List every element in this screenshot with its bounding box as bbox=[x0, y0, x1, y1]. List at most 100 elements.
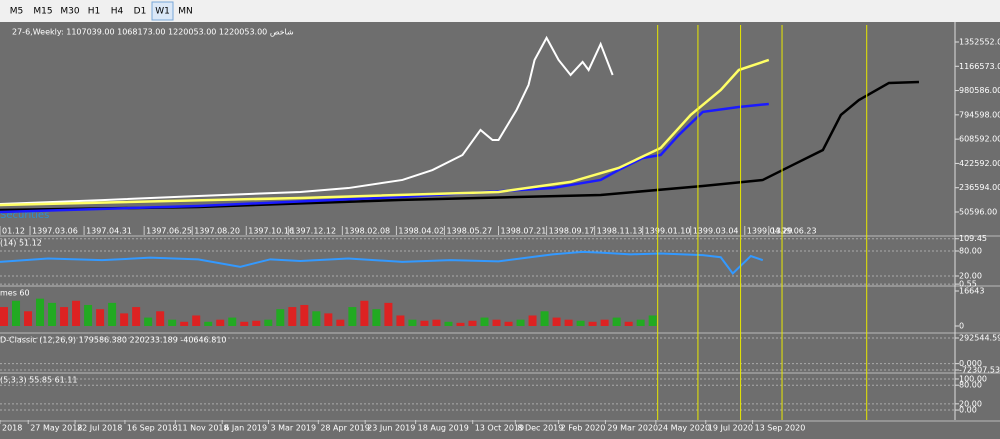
volume-bar bbox=[168, 319, 177, 327]
timeframe-button[interactable] bbox=[175, 2, 196, 20]
volume-bar bbox=[96, 309, 105, 327]
date-label: 1399.06.23 bbox=[771, 227, 817, 236]
volume-bar bbox=[348, 307, 357, 327]
price-line bbox=[0, 35, 614, 205]
volume-bar bbox=[36, 298, 45, 327]
timeframe-label[interactable]: D1 bbox=[134, 7, 147, 17]
y-tick-label: 0.00 bbox=[959, 406, 977, 415]
y-tick-label: 794598.00 bbox=[959, 110, 1000, 119]
volume-bar bbox=[84, 304, 93, 327]
timeframe-button[interactable] bbox=[106, 2, 128, 20]
date-label: 27 May 2018 bbox=[30, 424, 82, 433]
volume-bar bbox=[528, 315, 537, 327]
indicator-label: mes 60 bbox=[0, 289, 30, 298]
date-label: 3 Mar 2019 bbox=[270, 424, 316, 433]
date-label: 19 Jul 2020 bbox=[708, 424, 753, 433]
volume-bar bbox=[516, 319, 525, 327]
price-line bbox=[0, 58, 770, 207]
date-label: 1397.08.20 bbox=[194, 227, 240, 236]
date-label: 1398.05.27 bbox=[446, 227, 492, 236]
volume-bar bbox=[144, 317, 153, 327]
timeframe-label[interactable]: MN bbox=[178, 7, 193, 17]
chart-bg bbox=[0, 22, 1000, 435]
volume-bar bbox=[60, 307, 69, 327]
y-tick-label: 980586.00 bbox=[959, 86, 1000, 95]
volume-bar bbox=[240, 321, 249, 327]
date-label: 1397.03.06 bbox=[32, 227, 78, 236]
timeframe-label[interactable]: H1 bbox=[88, 7, 101, 17]
y-tick-label: 1352552.00 bbox=[959, 38, 1000, 47]
timeframe-button[interactable] bbox=[130, 2, 150, 20]
volume-bar bbox=[252, 320, 261, 327]
date-label: 13 Oct 2019 bbox=[475, 424, 524, 433]
date-label: 11 Nov 2018 bbox=[177, 424, 228, 433]
y-tick-label: 16643 bbox=[959, 286, 984, 295]
volume-bar bbox=[180, 321, 189, 327]
timeframe-label[interactable]: M30 bbox=[60, 7, 79, 17]
indicator-label: D-Classic (12,26,9) 179586.380 220233.18… bbox=[0, 336, 227, 345]
date-label: 6 Jan 2019 bbox=[224, 424, 267, 433]
volume-bar bbox=[288, 307, 297, 327]
volume-bar bbox=[636, 319, 645, 327]
date-label: 24 May 2020 bbox=[658, 424, 710, 433]
volume-bar bbox=[12, 300, 21, 327]
y-tick-label: 20.00 bbox=[959, 272, 982, 281]
y-tick-label: 109.45 bbox=[959, 234, 987, 243]
timeframe-button[interactable] bbox=[30, 2, 56, 20]
volume-bar bbox=[624, 321, 633, 327]
volume-bar bbox=[120, 313, 129, 327]
volume-bar bbox=[492, 319, 501, 327]
timeframe-button[interactable] bbox=[58, 2, 82, 20]
volume-bar bbox=[276, 309, 285, 327]
date-label: 1397.12.12 bbox=[290, 227, 336, 236]
date-label: 1399.03.04 bbox=[693, 227, 739, 236]
date-label: 1398.09.17 bbox=[549, 227, 595, 236]
date-label: 18 Aug 2019 bbox=[418, 424, 469, 433]
volume-bar bbox=[384, 302, 393, 327]
timeframe-label[interactable]: H4 bbox=[111, 7, 124, 17]
volume-bar bbox=[468, 320, 477, 327]
timeframe-label[interactable]: M15 bbox=[33, 7, 52, 17]
volume-bar bbox=[216, 319, 225, 327]
volume-bar bbox=[648, 315, 657, 327]
timeframe-button[interactable] bbox=[84, 2, 104, 20]
y-tick-label: 0.55 bbox=[959, 280, 977, 289]
watermark: Securities bbox=[0, 210, 49, 221]
date-label: 16 Sep 2018 bbox=[127, 424, 178, 433]
date-label: 1397.10.16 bbox=[248, 227, 294, 236]
y-tick-label: 1166573.00 bbox=[959, 62, 1000, 71]
volume-bar bbox=[108, 302, 117, 327]
volume-bar bbox=[408, 319, 417, 327]
volume-bar bbox=[456, 322, 465, 327]
timeframe-label[interactable]: M5 bbox=[10, 7, 24, 17]
volume-bar bbox=[612, 317, 621, 327]
volume-bar bbox=[312, 311, 321, 327]
date-label: 13 Sep 2020 bbox=[755, 424, 806, 433]
volume-bar bbox=[324, 313, 333, 327]
volume-bar bbox=[156, 311, 165, 327]
volume-bar bbox=[540, 311, 549, 327]
date-label: 28 Apr 2019 bbox=[320, 424, 369, 433]
date-label: 8 Dec 2019 bbox=[517, 424, 563, 433]
y-tick-label: 608592.00 bbox=[959, 135, 1000, 144]
date-label: 1397.06.25 bbox=[146, 227, 192, 236]
price-line bbox=[0, 250, 764, 276]
timeframe-button[interactable] bbox=[151, 1, 174, 21]
timeframe-label[interactable]: W1 bbox=[155, 7, 170, 17]
timeframe-button[interactable] bbox=[5, 2, 28, 20]
volume-bar bbox=[372, 309, 381, 327]
volume-bar bbox=[264, 319, 273, 327]
y-tick-label: 20.00 bbox=[959, 399, 982, 408]
volume-bar bbox=[192, 315, 201, 327]
price-line bbox=[0, 102, 769, 214]
date-label: 29 Mar 2020 bbox=[607, 424, 658, 433]
y-tick-label: 80.00 bbox=[959, 381, 982, 390]
date-label: 1399.01.10 bbox=[645, 227, 691, 236]
volume-bar bbox=[552, 317, 561, 327]
volume-bar bbox=[72, 300, 81, 327]
y-tick-label: 0 bbox=[959, 322, 964, 331]
date-label: 22 Jul 2018 bbox=[77, 424, 122, 433]
volume-bar bbox=[0, 307, 8, 327]
y-tick-label: 50596.00 bbox=[959, 207, 997, 216]
